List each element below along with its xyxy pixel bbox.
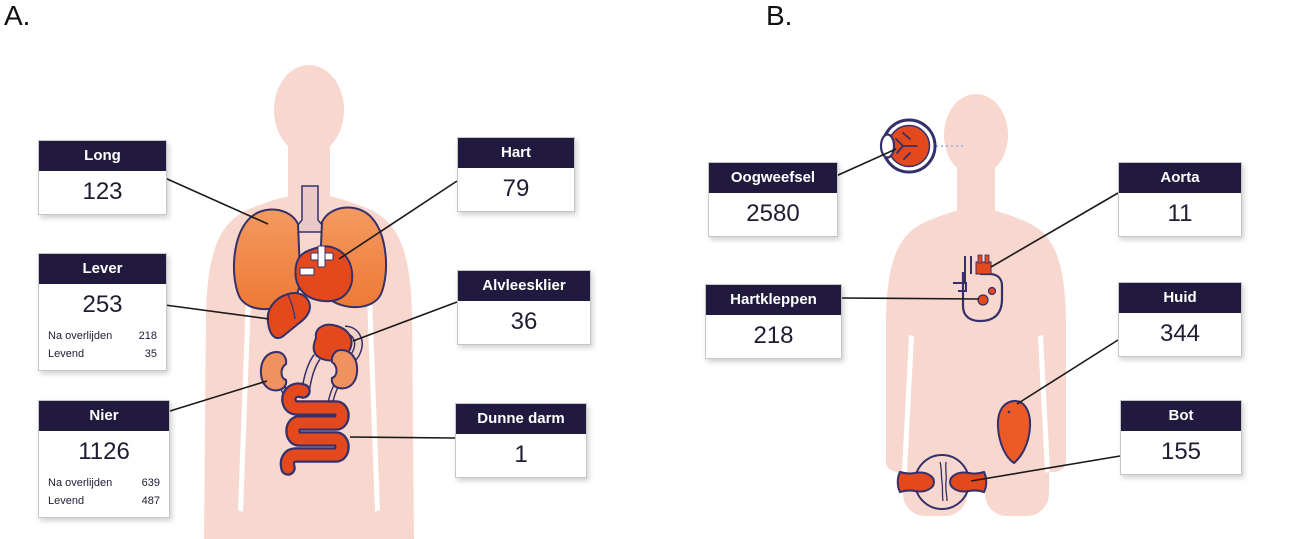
callout-aorta-value: 11	[1167, 200, 1193, 227]
connector-oogweefsel	[835, 148, 897, 177]
callout-huid-title: Huid	[1119, 283, 1241, 313]
breakdown-label: Na overlijden	[48, 477, 113, 489]
callout-nier-title: Nier	[39, 401, 169, 431]
intestine-icon	[279, 382, 350, 476]
callout-bot-title: Bot	[1121, 401, 1241, 431]
breakdown-value: 35	[144, 348, 157, 360]
connector-lever	[164, 304, 270, 320]
breakdown-row: Levend 35	[48, 345, 157, 363]
breakdown-label: Levend	[48, 348, 85, 360]
callout-huid: Huid 344	[1118, 282, 1242, 357]
breakdown-row: Na overlijden 639	[48, 474, 160, 492]
bone-icon	[896, 454, 988, 510]
callout-bot-value: 155	[1160, 438, 1202, 465]
breakdown-value: 639	[141, 477, 160, 489]
callout-hart: Hart 79	[457, 137, 575, 212]
callout-lever: Lever 253 Na overlijden 218 Levend 35	[38, 253, 167, 371]
callout-dunne-darm-title: Dunne darm	[456, 404, 586, 434]
callout-lever-value: 253	[82, 291, 123, 318]
callout-aorta-title: Aorta	[1119, 163, 1241, 193]
breakdown-label: Levend	[48, 495, 85, 507]
callout-alvleesklier-title: Alvleesklier	[458, 271, 590, 301]
callout-bot: Bot 155	[1120, 400, 1242, 475]
callout-dunne-darm-value: 1	[514, 441, 528, 468]
callout-alvleesklier-value: 36	[510, 308, 538, 335]
breakdown-value: 218	[138, 330, 157, 342]
callout-dunne-darm: Dunne darm 1	[455, 403, 587, 478]
heart-icon	[294, 245, 354, 303]
panel-a-label: A.	[4, 0, 31, 31]
callout-aorta: Aorta 11	[1118, 162, 1242, 237]
callout-lever-title: Lever	[39, 254, 166, 284]
callout-nier: Nier 1126 Na overlijden 639 Levend 487	[38, 400, 170, 518]
callout-alvleesklier: Alvleesklier 36	[457, 270, 591, 345]
aorta-icon	[975, 254, 992, 275]
callout-nier-breakdown: Na overlijden 639 Levend 487	[39, 474, 169, 517]
eye-icon	[879, 118, 966, 174]
connector-nier	[169, 380, 268, 412]
breakdown-row: Na overlijden 218	[48, 327, 157, 345]
panel-b-label: B.	[766, 0, 793, 31]
callout-nier-value: 1126	[78, 438, 130, 465]
connector-bot	[970, 455, 1121, 482]
callout-huid-value: 344	[1159, 320, 1201, 347]
callout-oogweefsel-value: 2580	[746, 200, 800, 227]
callout-long-value: 123	[82, 178, 123, 205]
callout-hart-title: Hart	[458, 138, 574, 168]
breakdown-label: Na overlijden	[48, 330, 113, 342]
connector-huid	[1016, 339, 1119, 405]
breakdown-value: 487	[141, 495, 160, 507]
callout-lever-breakdown: Na overlijden 218 Levend 35	[39, 327, 166, 370]
connector-hart	[338, 180, 458, 260]
connector-lines	[164, 148, 1121, 482]
connector-dunne-darm	[349, 436, 456, 439]
callout-long-title: Long	[39, 141, 166, 171]
connector-hartkleppen	[839, 297, 980, 300]
liver-icon	[266, 292, 311, 339]
callout-hartkleppen-value: 218	[753, 322, 794, 349]
callout-oogweefsel-title: Oogweefsel	[709, 163, 837, 193]
connector-aorta	[990, 192, 1119, 268]
heart-valves-icon	[953, 254, 1004, 323]
skin-icon	[996, 399, 1032, 465]
callout-oogweefsel: Oogweefsel 2580	[708, 162, 838, 237]
connector-alvleesklier	[352, 301, 458, 342]
connector-long	[164, 177, 269, 225]
breakdown-row: Levend 487	[48, 492, 160, 510]
callout-hartkleppen: Hartkleppen 218	[705, 284, 842, 359]
callout-hart-value: 79	[502, 175, 530, 202]
callout-hartkleppen-title: Hartkleppen	[706, 285, 841, 315]
callout-long: Long 123	[38, 140, 167, 215]
